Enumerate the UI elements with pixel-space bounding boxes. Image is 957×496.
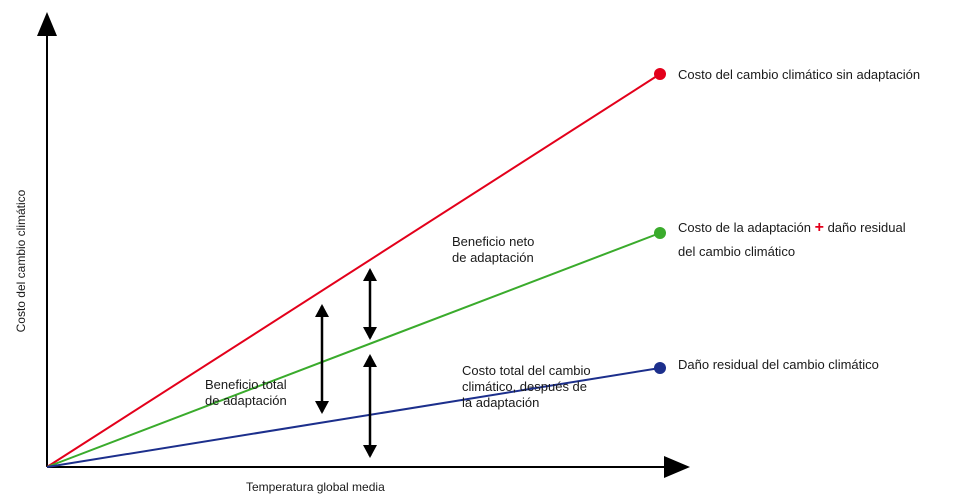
total-benefit-label: Beneficio total de adaptación (205, 377, 287, 409)
total-cost-arrow-icon (363, 354, 377, 458)
legend-cost-without-adaptation: Costo del cambio climático sin adaptació… (678, 67, 921, 82)
x-axis-arrow-icon (664, 456, 690, 478)
adaptation-cost-plus-residual-line (46, 232, 661, 468)
total-cost-line3: la adaptación (462, 395, 540, 410)
total-cost-after-adaptation-label: Costo total del cambio climático, despué… (462, 363, 591, 411)
cost-without-adaptation-line (46, 73, 661, 468)
net-benefit-arrow-icon (363, 268, 377, 340)
total-benefit-line2: de adaptación (205, 393, 287, 408)
legend-adaptation-cost-line2: del cambio climático (678, 244, 796, 259)
legend-residual-damage: Daño residual del cambio climático (678, 357, 879, 372)
residual-damage-dot (654, 362, 666, 374)
y-axis-label: Costo del cambio climático (14, 189, 28, 333)
plus-icon: + (814, 219, 824, 236)
legend-adaptation-cost-part2: daño residual (827, 220, 906, 235)
total-cost-line1: Costo total del cambio (462, 363, 591, 378)
net-benefit-label: Beneficio neto de adaptación (452, 234, 534, 266)
total-cost-line2: climático, después de (462, 379, 588, 394)
legend-adaptation-cost-part1: Costo de la adaptación (678, 220, 811, 235)
net-benefit-line2: de adaptación (452, 250, 534, 265)
legend-adaptation-cost: Costo de la adaptación + daño residual (678, 220, 906, 236)
y-axis-arrow-icon (37, 12, 57, 36)
x-axis-label: Temperatura global media (246, 480, 385, 494)
adaptation-cost-dot (654, 227, 666, 239)
total-benefit-arrow-icon (315, 304, 329, 414)
total-benefit-line1: Beneficio total (205, 377, 287, 392)
cost-without-adaptation-dot (654, 68, 666, 80)
net-benefit-line1: Beneficio neto (452, 234, 535, 249)
residual-damage-line (46, 367, 661, 468)
